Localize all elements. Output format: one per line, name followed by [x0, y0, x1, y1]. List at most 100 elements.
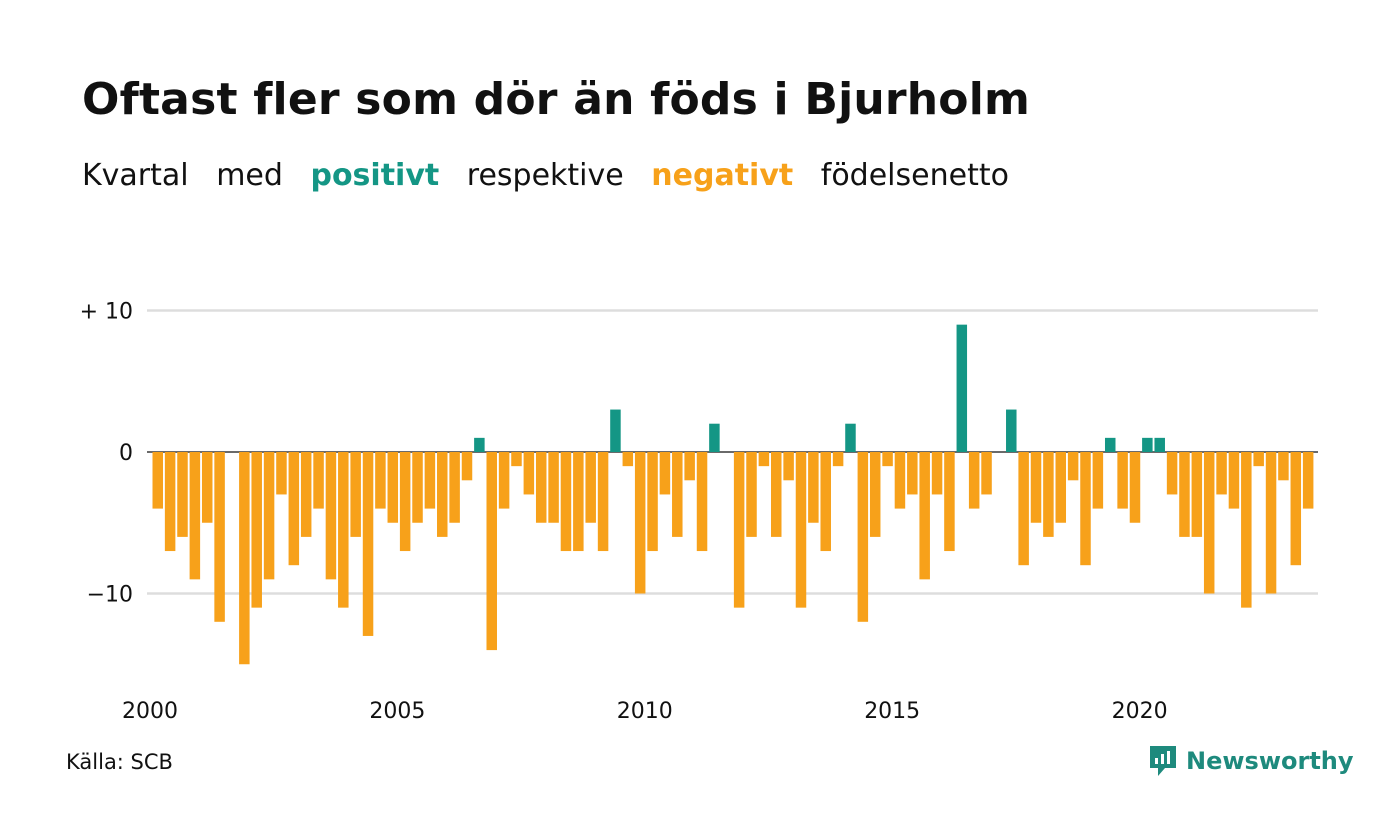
bar [189, 452, 201, 580]
bar [672, 452, 683, 537]
bar [399, 452, 411, 552]
bar [1154, 437, 1165, 452]
bar [981, 452, 992, 495]
chart-subtitle: Kvartal med positivt respektive negativt… [82, 158, 1027, 193]
bar [919, 452, 930, 580]
bar [387, 452, 399, 523]
y-tick-label: + 10 [80, 300, 133, 325]
bar [659, 452, 671, 495]
bar [1203, 452, 1215, 594]
bar [1142, 437, 1153, 452]
bar [1228, 452, 1240, 509]
bar [1166, 452, 1178, 495]
bar [201, 452, 213, 523]
bar [338, 452, 349, 608]
bar [164, 452, 176, 552]
subtitle-fodelsenetto: födelsenetto [820, 158, 1009, 193]
bar [548, 452, 559, 523]
bar [498, 452, 510, 509]
bar [845, 423, 856, 452]
y-tick-label: −10 [87, 583, 133, 608]
bar [511, 452, 522, 467]
bar [585, 452, 596, 523]
bar [263, 452, 275, 580]
bar [1055, 452, 1067, 523]
bar [610, 409, 621, 452]
bar [882, 452, 893, 467]
bar [424, 452, 436, 509]
x-tick-label: 2015 [864, 699, 920, 724]
bar [1290, 452, 1302, 566]
bar [684, 452, 695, 481]
bar [622, 452, 634, 467]
bar [1253, 452, 1264, 467]
bar [709, 423, 720, 452]
bar [362, 452, 374, 636]
bar [1018, 452, 1029, 566]
bar [968, 452, 980, 509]
bar [1129, 452, 1141, 523]
y-axis-ticks: + 10 0 −10 [80, 300, 133, 608]
bar [523, 452, 535, 495]
bar [832, 452, 844, 467]
bar [857, 452, 869, 622]
bar [535, 452, 547, 523]
subtitle-negative-label: negativt [651, 158, 794, 193]
bar [461, 452, 473, 481]
subtitle-kvartal: Kvartal [82, 158, 189, 193]
bar [907, 452, 918, 495]
bar [214, 452, 225, 622]
bar [808, 452, 819, 523]
bar [375, 452, 386, 509]
bars [152, 324, 1314, 665]
bar [1278, 452, 1289, 481]
bar [1092, 452, 1104, 509]
bar [573, 452, 584, 552]
chart-title: Oftast fler som dör än föds i Bjurholm [82, 74, 1031, 125]
bar [771, 452, 782, 537]
bar [931, 452, 943, 495]
bar [1104, 437, 1116, 452]
newsworthy-logo: Newsworthy [1148, 744, 1354, 778]
bar [1302, 452, 1314, 509]
subtitle-respektive: respektive [466, 158, 624, 193]
x-axis-ticks: 2000 2005 2010 2015 2020 [122, 699, 1168, 724]
bar [746, 452, 757, 537]
subtitle-positive-label: positivt [310, 158, 440, 193]
bar [560, 452, 572, 552]
x-tick-label: 2000 [122, 699, 178, 724]
bar [783, 452, 794, 481]
bar [313, 452, 324, 509]
bar [276, 452, 287, 495]
bar [894, 452, 906, 509]
bar [449, 452, 460, 523]
bar [1265, 452, 1277, 594]
bar [412, 452, 423, 523]
bar [1179, 452, 1190, 537]
x-tick-label: 2010 [617, 699, 673, 724]
bar [251, 452, 262, 608]
bar [177, 452, 188, 537]
bar [1191, 452, 1203, 537]
source-note: Källa: SCB [66, 750, 173, 774]
y-tick-label: 0 [119, 441, 133, 466]
bar [758, 452, 770, 467]
x-tick-label: 2005 [369, 699, 425, 724]
x-tick-label: 2020 [1112, 699, 1168, 724]
subtitle-med: med [216, 158, 283, 193]
bar [795, 452, 807, 608]
bar [956, 324, 968, 452]
bar [634, 452, 646, 594]
bar [597, 452, 609, 552]
bar [820, 452, 831, 552]
bar [1241, 452, 1252, 608]
bar [733, 452, 745, 608]
bar [486, 452, 497, 651]
bar [288, 452, 300, 566]
bar [350, 452, 361, 537]
bar [474, 437, 485, 452]
bar [696, 452, 708, 552]
bar [1117, 452, 1128, 509]
bar [1030, 452, 1042, 523]
